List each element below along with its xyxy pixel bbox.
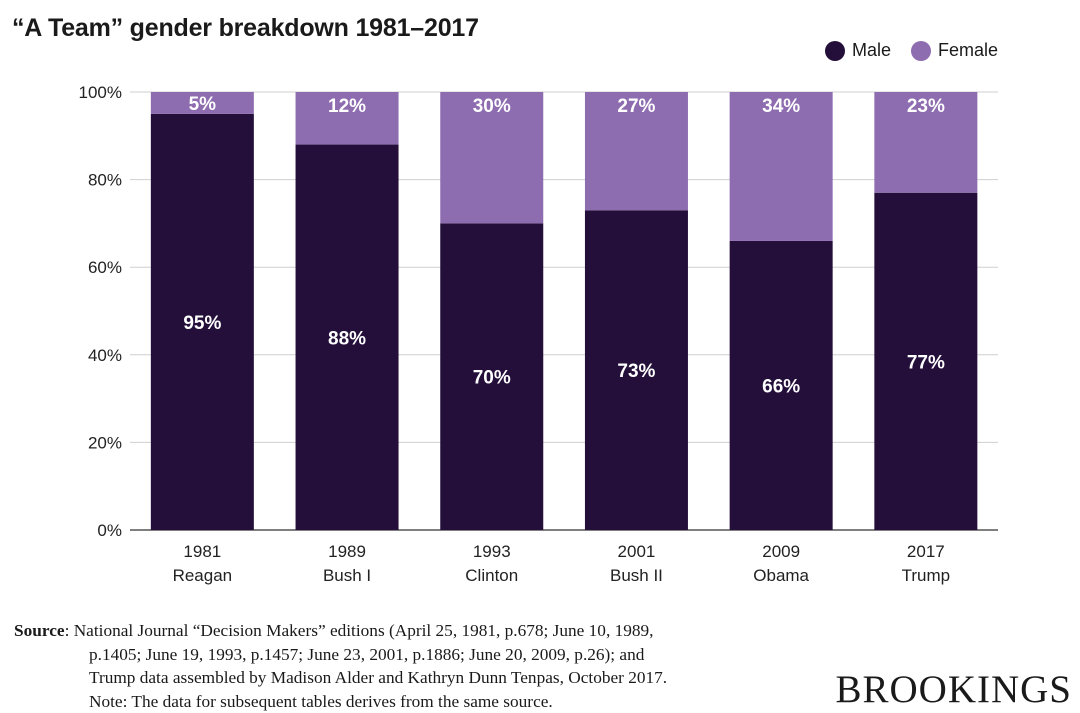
x-tick-year: 2017 bbox=[907, 542, 945, 561]
x-tick-name: Clinton bbox=[465, 566, 518, 585]
x-tick-name: Obama bbox=[753, 566, 809, 585]
x-tick-year: 2001 bbox=[618, 542, 656, 561]
data-label-male: 73% bbox=[617, 361, 655, 382]
source-text-1: National Journal “Decision Makers” editi… bbox=[74, 621, 654, 640]
x-tick-name: Trump bbox=[902, 566, 951, 585]
y-tick-label: 100% bbox=[79, 83, 122, 102]
source-separator: : bbox=[65, 621, 74, 640]
source-line-4: Note: The data for subsequent tables der… bbox=[14, 690, 804, 713]
data-label-female: 23% bbox=[907, 96, 945, 117]
bar-chart: 0% 20% 40% 60% 80% 100% 95% 5% 1981 Reagan 88% 12% 1… bbox=[0, 0, 1080, 600]
data-label-male: 70% bbox=[473, 368, 511, 389]
source-line-2: p.1405; June 19, 1993, p.1457; June 23, … bbox=[14, 643, 804, 667]
data-label-female: 12% bbox=[328, 96, 366, 117]
y-tick-label: 80% bbox=[88, 171, 122, 190]
source-label: Source bbox=[14, 621, 65, 640]
x-tick-year: 1989 bbox=[328, 542, 366, 561]
data-label-male: 66% bbox=[762, 376, 800, 397]
y-tick-label: 20% bbox=[88, 433, 122, 452]
x-tick-name: Reagan bbox=[173, 566, 233, 585]
source-line-3: Trump data assembled by Madison Alder an… bbox=[14, 666, 804, 690]
data-label-female: 27% bbox=[617, 96, 655, 117]
data-label-female: 30% bbox=[473, 96, 511, 117]
data-label-male: 95% bbox=[183, 313, 221, 334]
brookings-logo: BROOKINGS bbox=[835, 667, 1072, 712]
y-tick-label: 40% bbox=[88, 346, 122, 365]
x-tick-year: 1993 bbox=[473, 542, 511, 561]
x-tick-year: 2009 bbox=[762, 542, 800, 561]
source-line-1: Source: National Journal “Decision Maker… bbox=[14, 619, 804, 643]
x-tick-year: 1981 bbox=[183, 542, 221, 561]
data-label-female: 5% bbox=[189, 94, 217, 115]
source-note: Source: National Journal “Decision Maker… bbox=[14, 619, 804, 713]
data-label-male: 88% bbox=[328, 328, 366, 349]
y-tick-label: 60% bbox=[88, 258, 122, 277]
y-tick-label: 0% bbox=[97, 521, 122, 540]
data-label-male: 77% bbox=[907, 352, 945, 373]
data-label-female: 34% bbox=[762, 96, 800, 117]
x-tick-name: Bush I bbox=[323, 566, 371, 585]
x-tick-name: Bush II bbox=[610, 566, 663, 585]
